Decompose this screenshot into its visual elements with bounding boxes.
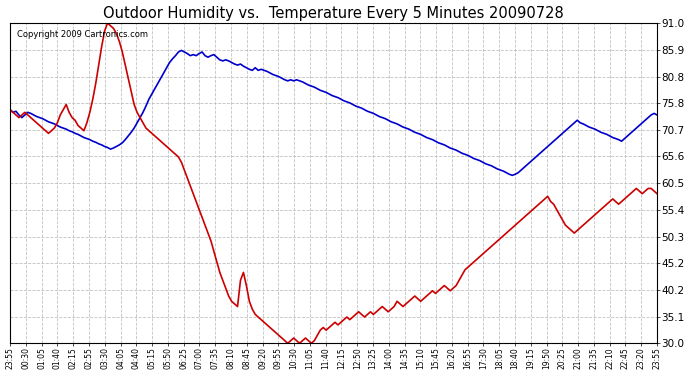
Text: Copyright 2009 Cartronics.com: Copyright 2009 Cartronics.com — [17, 30, 148, 39]
Title: Outdoor Humidity vs.  Temperature Every 5 Minutes 20090728: Outdoor Humidity vs. Temperature Every 5… — [104, 6, 564, 21]
